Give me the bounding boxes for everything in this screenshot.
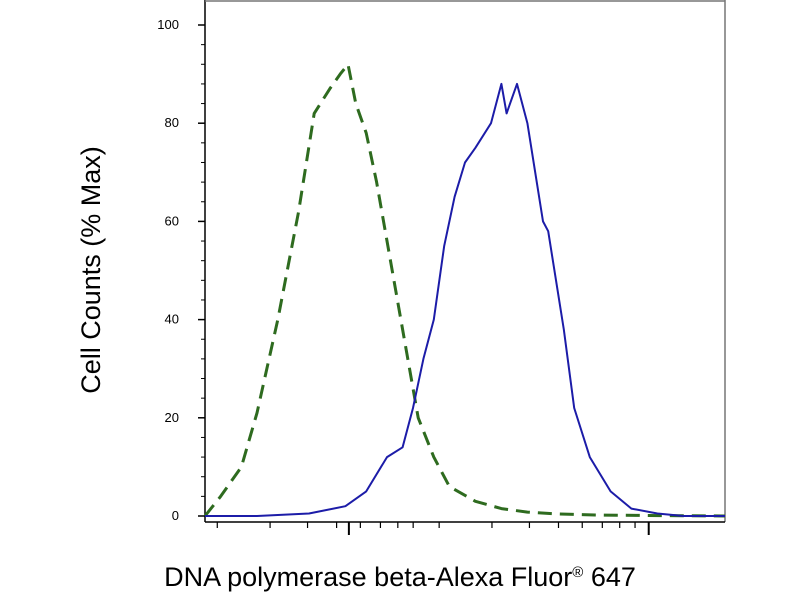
x-axis-label-tail: 647 — [583, 562, 636, 592]
control-histogram-curve — [203, 62, 726, 518]
x-axis-label-registered: ® — [572, 564, 584, 581]
y-tick-label: 20 — [165, 410, 179, 425]
y-tick-label: 40 — [165, 312, 179, 327]
series-layer — [203, 62, 726, 518]
plot-frame — [204, 0, 726, 522]
y-tick-label: 100 — [157, 17, 179, 32]
y-tick-label: 60 — [165, 213, 179, 228]
x-axis — [205, 521, 725, 535]
y-axis: 0 20 40 60 80 100 — [157, 17, 205, 523]
y-tick-label: 80 — [165, 115, 179, 130]
sample-histogram-curve — [205, 82, 725, 517]
x-axis-label-main: DNA polymerase beta-Alexa Fluor — [164, 562, 573, 592]
y-axis-label: Cell Counts (% Max) — [76, 146, 106, 394]
x-axis-label: DNA polymerase beta-Alexa Fluor® 647 — [0, 562, 800, 593]
y-tick-label: 0 — [172, 508, 179, 523]
